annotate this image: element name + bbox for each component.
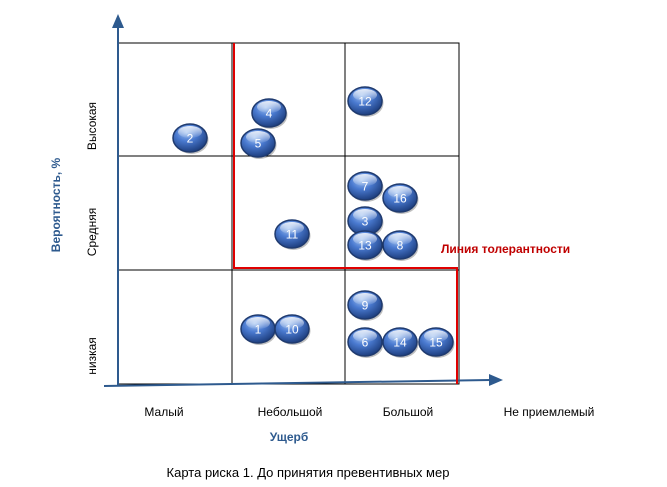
- risk-marker-highlight: [388, 186, 412, 198]
- x-axis-arrow: [489, 374, 503, 386]
- risk-marker-1: 1: [240, 314, 277, 345]
- risk-marker-label: 10: [285, 323, 299, 337]
- risk-marker-label: 15: [429, 336, 443, 350]
- risk-marker-9: 9: [347, 290, 384, 321]
- risk-marker-7: 7: [347, 171, 384, 202]
- risk-marker-3: 3: [347, 206, 384, 237]
- risk-marker-label: 4: [266, 107, 273, 121]
- risk-marker-highlight: [246, 131, 270, 143]
- risk-marker-12: 12: [347, 86, 384, 117]
- x-category-label: Малый: [144, 405, 183, 419]
- risk-marker-4: 4: [251, 98, 288, 129]
- risk-marker-14: 14: [382, 327, 419, 358]
- risk-marker-label: 14: [393, 336, 407, 350]
- y-category-label: низкая: [85, 337, 99, 375]
- tolerance-label: Линия толерантности: [441, 242, 570, 256]
- risk-marker-10: 10: [274, 314, 311, 345]
- risk-marker-highlight: [353, 330, 377, 342]
- risk-marker-highlight: [353, 209, 377, 221]
- risk-marker-label: 7: [362, 180, 369, 194]
- risk-marker-label: 2: [187, 132, 194, 146]
- risk-marker-label: 13: [358, 239, 372, 253]
- x-category-label: Не приемлемый: [504, 405, 595, 419]
- risk-marker-highlight: [388, 233, 412, 245]
- risk-marker-8: 8: [382, 230, 419, 261]
- y-category-label: Средняя: [85, 208, 99, 256]
- y-category-label: Высокая: [85, 102, 99, 150]
- risk-marker-label: 9: [362, 299, 369, 313]
- risk-marker-label: 16: [393, 192, 407, 206]
- risk-marker-highlight: [388, 330, 412, 342]
- risk-marker-11: 11: [274, 219, 311, 250]
- risk-marker-highlight: [424, 330, 448, 342]
- risk-marker-5: 5: [240, 128, 277, 159]
- risk-marker-label: 5: [255, 137, 262, 151]
- risk-marker-13: 13: [347, 230, 384, 261]
- x-axis-title: Ущерб: [270, 430, 309, 444]
- risk-marker-label: 8: [397, 239, 404, 253]
- y-axis-title: Вероятность, %: [49, 157, 63, 252]
- tolerance-line: [233, 43, 458, 384]
- risk-marker-label: 3: [362, 215, 369, 229]
- risk-marker-label: 1: [255, 323, 262, 337]
- caption: Карта риска 1. До принятия превентивных …: [167, 465, 450, 480]
- risk-marker-highlight: [353, 233, 377, 245]
- risk-marker-label: 6: [362, 336, 369, 350]
- risk-marker-highlight: [353, 293, 377, 305]
- risk-marker-6: 6: [347, 327, 384, 358]
- risk-marker-label: 11: [286, 228, 299, 242]
- risk-marker-15: 15: [418, 327, 455, 358]
- y-axis-arrow: [112, 14, 124, 28]
- risk-marker-highlight: [353, 174, 377, 186]
- risk-marker-highlight: [178, 126, 202, 138]
- risk-marker-highlight: [246, 317, 270, 329]
- x-axis-line: [103, 379, 491, 387]
- risk-marker-highlight: [280, 222, 304, 234]
- risk-marker-label: 12: [358, 95, 372, 109]
- risk-marker-16: 16: [382, 183, 419, 214]
- axes: [103, 14, 503, 387]
- risk-marker-2: 2: [172, 123, 209, 154]
- risk-marker-highlight: [280, 317, 304, 329]
- x-category-label: Большой: [383, 405, 434, 419]
- risk-marker-highlight: [257, 101, 281, 113]
- x-category-label: Небольшой: [258, 405, 323, 419]
- risk-marker-highlight: [353, 89, 377, 101]
